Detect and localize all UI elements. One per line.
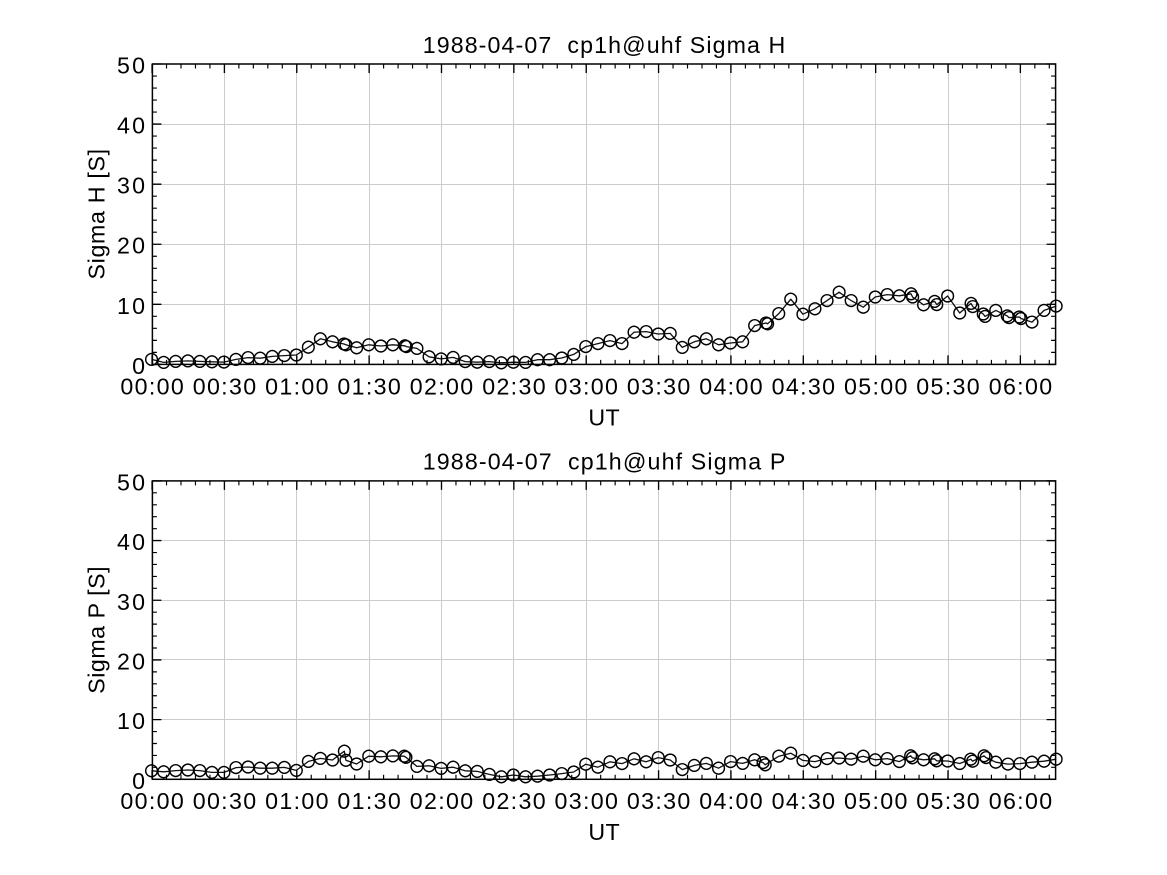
- svg-text:06:00: 06:00: [989, 373, 1052, 399]
- svg-text:03:00: 03:00: [555, 373, 618, 399]
- svg-text:05:30: 05:30: [916, 373, 979, 399]
- svg-text:Sigma P [S]: Sigma P [S]: [83, 566, 109, 693]
- svg-text:00:00: 00:00: [120, 788, 183, 814]
- svg-text:01:30: 01:30: [337, 788, 400, 814]
- svg-text:01:00: 01:00: [265, 373, 328, 399]
- svg-text:02:00: 02:00: [410, 788, 473, 814]
- svg-text:0: 0: [132, 768, 145, 794]
- svg-text:1988-04-07 cp1h@uhf Sigma P: 1988-04-07 cp1h@uhf Sigma P: [423, 449, 786, 475]
- svg-text:01:30: 01:30: [337, 373, 400, 399]
- svg-text:0: 0: [132, 353, 145, 379]
- svg-text:UT: UT: [588, 819, 619, 845]
- svg-text:05:30: 05:30: [916, 788, 979, 814]
- svg-text:01:00: 01:00: [265, 788, 328, 814]
- svg-text:02:30: 02:30: [482, 373, 545, 399]
- svg-text:00:30: 00:30: [193, 788, 256, 814]
- svg-text:Sigma H [S]: Sigma H [S]: [83, 149, 109, 280]
- svg-text:1988-04-07 cp1h@uhf Sigma H: 1988-04-07 cp1h@uhf Sigma H: [423, 32, 786, 58]
- svg-text:06:00: 06:00: [989, 788, 1052, 814]
- svg-text:03:30: 03:30: [627, 788, 690, 814]
- svg-text:03:30: 03:30: [627, 373, 690, 399]
- svg-text:04:30: 04:30: [772, 373, 835, 399]
- svg-text:04:00: 04:00: [699, 788, 762, 814]
- svg-text:00:30: 00:30: [193, 373, 256, 399]
- svg-text:02:00: 02:00: [410, 373, 473, 399]
- svg-text:05:00: 05:00: [844, 373, 907, 399]
- svg-text:UT: UT: [588, 404, 619, 430]
- svg-text:02:30: 02:30: [482, 788, 545, 814]
- svg-text:00:00: 00:00: [120, 373, 183, 399]
- svg-text:05:00: 05:00: [844, 788, 907, 814]
- svg-text:04:30: 04:30: [772, 788, 835, 814]
- svg-text:04:00: 04:00: [699, 373, 762, 399]
- svg-text:03:00: 03:00: [555, 788, 618, 814]
